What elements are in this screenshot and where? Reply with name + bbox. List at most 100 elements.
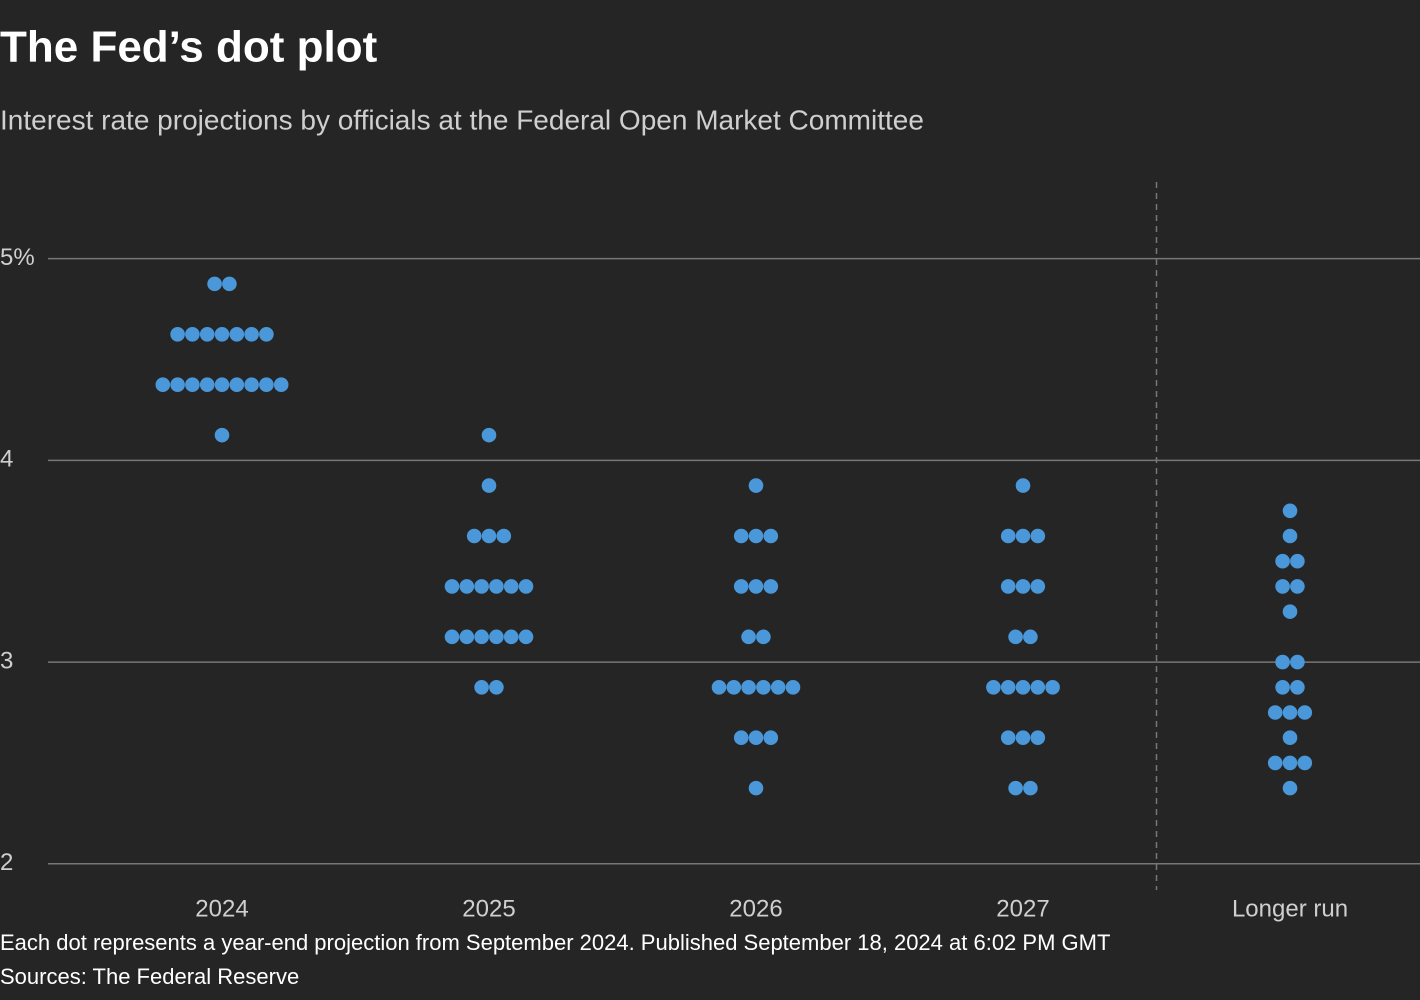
dot (518, 579, 534, 594)
dot (763, 528, 779, 544)
dot (244, 326, 259, 342)
dot (1023, 780, 1038, 796)
dot (1030, 528, 1046, 544)
dot (1282, 705, 1298, 720)
dot (1015, 579, 1031, 594)
dot (459, 629, 475, 645)
dot (1008, 629, 1023, 645)
dot (518, 629, 534, 645)
dot (481, 528, 497, 544)
dot (474, 579, 489, 594)
dot (444, 629, 460, 645)
dot (1030, 679, 1046, 695)
dot (1282, 503, 1298, 519)
dot (503, 579, 519, 594)
dot (1015, 528, 1031, 544)
dot (733, 528, 749, 544)
dot (489, 629, 504, 645)
dot (185, 326, 200, 342)
dot (1297, 705, 1313, 720)
dot (748, 579, 764, 594)
dot (1275, 679, 1290, 695)
dot (229, 377, 245, 393)
dot (229, 326, 245, 342)
dot (1023, 629, 1038, 645)
dot (1030, 579, 1046, 594)
dot (1267, 755, 1283, 771)
dot (214, 427, 230, 443)
dot (1015, 730, 1031, 746)
dot (1000, 528, 1016, 544)
dot (763, 730, 779, 746)
dot (785, 679, 801, 695)
dot (741, 679, 756, 695)
y-tick-label: 5% (0, 244, 35, 271)
dot (1282, 528, 1298, 544)
dot (170, 326, 185, 342)
dot (726, 679, 742, 695)
dot (481, 478, 497, 493)
chart-title: The Fed’s dot plot (0, 23, 378, 72)
dot (748, 528, 764, 544)
dot (1267, 705, 1283, 720)
dot (1282, 730, 1298, 746)
dot (466, 528, 482, 544)
dot (1000, 730, 1016, 746)
dot (748, 478, 764, 493)
y-tick-label: 4 (0, 446, 13, 473)
dot (1045, 679, 1060, 695)
dot (474, 679, 489, 695)
dot (155, 377, 171, 393)
dot (741, 629, 756, 645)
dot (1000, 679, 1016, 695)
dot (1282, 780, 1298, 796)
x-tick-label: Longer run (1232, 895, 1348, 922)
dot (259, 326, 274, 342)
y-tick-label: 2 (0, 849, 13, 876)
dot (199, 326, 215, 342)
dot (214, 326, 230, 342)
dot (770, 679, 786, 695)
dot (1275, 553, 1290, 569)
dot (1015, 679, 1031, 695)
dot (1275, 654, 1290, 670)
dot (733, 730, 749, 746)
dot (259, 377, 274, 393)
dot (273, 377, 289, 393)
dot (1282, 755, 1298, 771)
dot (763, 579, 779, 594)
x-tick-label: 2027 (996, 895, 1049, 922)
dot (756, 629, 771, 645)
dot (222, 276, 237, 292)
dot (496, 528, 512, 544)
dot (733, 579, 749, 594)
dot (489, 579, 504, 594)
dot (1030, 730, 1046, 746)
dot (489, 679, 504, 695)
dot (481, 427, 497, 443)
dot (444, 579, 460, 594)
x-tick-label: 2024 (195, 895, 248, 922)
dot (748, 780, 764, 796)
x-tick-label: 2026 (729, 895, 782, 922)
dot (170, 377, 185, 393)
dot (1297, 755, 1313, 771)
dot (244, 377, 259, 393)
dot (459, 579, 475, 594)
dot (185, 377, 200, 393)
dot (207, 276, 222, 292)
dot (711, 679, 727, 695)
dot (748, 730, 764, 746)
dot (1000, 579, 1016, 594)
dot (1290, 679, 1305, 695)
source: Sources: The Federal Reserve (0, 964, 299, 989)
dot (1008, 780, 1023, 796)
y-tick-label: 3 (0, 647, 13, 674)
dot (1290, 579, 1305, 594)
dot (986, 679, 1001, 695)
dot (214, 377, 230, 393)
x-tick-label: 2025 (462, 895, 515, 922)
dot (1290, 553, 1305, 569)
dot (1282, 604, 1298, 619)
